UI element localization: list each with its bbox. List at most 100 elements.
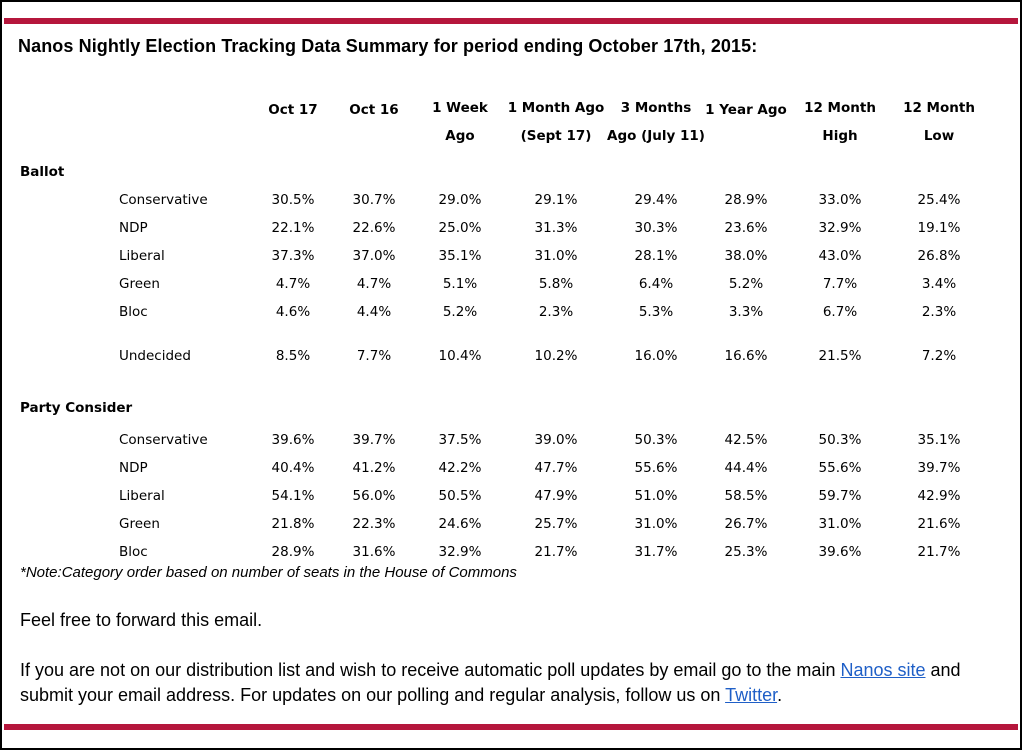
table-row: Green 21.8% 22.3% 24.6% 25.7% 31.0% 26.7% 31.0%… (2, 516, 1020, 536)
table-cell: 4.4% (356, 304, 392, 320)
table-cell: 47.7% (534, 460, 578, 476)
table-cell: 28.9% (724, 192, 768, 208)
table-cell: 4.7% (275, 276, 311, 292)
table-cell: 40.4% (271, 460, 315, 476)
table-cell: 5.1% (442, 276, 478, 292)
table-cell: 5.8% (538, 276, 574, 292)
table-row: NDP 22.1% 22.6% 25.0% 31.3% 30.3% 23.6% 32.9% 19… (2, 220, 1020, 240)
table-cell: 35.1% (438, 248, 482, 264)
table-row: Liberal 37.3% 37.0% 35.1% 31.0% 28.1% 38.0% 43.… (2, 248, 1020, 268)
table-cell: 31.0% (534, 248, 578, 264)
table-cell: 38.0% (724, 248, 768, 264)
table-cell: 28.9% (271, 544, 315, 560)
table-cell: 39.7% (917, 460, 961, 476)
table-cell: 37.3% (271, 248, 315, 264)
table-cell: 39.6% (271, 432, 315, 448)
table-cell: 16.0% (634, 348, 678, 364)
table-row: NDP 40.4% 41.2% 42.2% 47.7% 55.6% 44.4% 55.6% 39… (2, 460, 1020, 480)
table-cell: 5.2% (728, 276, 764, 292)
table-cell: 47.9% (534, 488, 578, 504)
table-cell: 58.5% (724, 488, 768, 504)
table-cell: 5.3% (638, 304, 674, 320)
table-cell: 33.0% (818, 192, 862, 208)
table-cell: 3.3% (728, 304, 764, 320)
table-cell: 39.7% (352, 432, 396, 448)
table-row: Undecided 8.5% 7.7% 10.4% 10.2% 16.0% 16.6% 21.… (2, 348, 1020, 368)
column-header-oct17: Oct 17 (268, 102, 318, 118)
table-cell: 10.2% (534, 348, 578, 364)
table-cell: 2.3% (538, 304, 574, 320)
column-header-1-year-ago: 1 Year Ago (705, 102, 787, 118)
table-cell: 21.6% (917, 516, 961, 532)
table-cell: 37.0% (352, 248, 396, 264)
table-cell: 55.6% (818, 460, 862, 476)
table-cell: 7.7% (356, 348, 392, 364)
table-cell: 39.6% (818, 544, 862, 560)
table-cell: 50.3% (818, 432, 862, 448)
table-cell: 31.3% (534, 220, 578, 236)
table-cell: 25.0% (438, 220, 482, 236)
table-cell: 28.1% (634, 248, 678, 264)
table-cell: 26.7% (724, 516, 768, 532)
column-header-12-month-low: 12 Month Low (903, 100, 975, 144)
table-cell: 6.4% (638, 276, 674, 292)
table-cell: 37.5% (438, 432, 482, 448)
category-note: *Note:Category order based on number of … (20, 564, 517, 581)
table-cell: 8.5% (275, 348, 311, 364)
twitter-link[interactable]: Twitter (725, 685, 778, 705)
table-cell: 50.5% (438, 488, 482, 504)
table-cell: 35.1% (917, 432, 961, 448)
table-cell: 59.7% (818, 488, 862, 504)
table-cell: 30.3% (634, 220, 678, 236)
table-cell: 30.7% (352, 192, 396, 208)
row-label: Conservative (119, 192, 208, 208)
table-cell: 39.0% (534, 432, 578, 448)
table-cell: 16.6% (724, 348, 768, 364)
table-row: Bloc 4.6% 4.4% 5.2% 2.3% 5.3% 3.3% 6.7% 2.3% (2, 304, 1020, 324)
table-cell: 44.4% (724, 460, 768, 476)
table-cell: 19.1% (917, 220, 961, 236)
table-cell: 23.6% (724, 220, 768, 236)
footer-text-3: . (777, 685, 783, 705)
table-cell: 7.2% (921, 348, 957, 364)
table-cell: 41.2% (352, 460, 396, 476)
table-cell: 25.7% (534, 516, 578, 532)
table-cell: 29.0% (438, 192, 482, 208)
column-header-12-month-high: 12 Month High (804, 100, 876, 144)
table-cell: 10.4% (438, 348, 482, 364)
table-row: Conservative 30.5% 30.7% 29.0% 29.1% 29.4% 28.… (2, 192, 1020, 212)
table-cell: 22.6% (352, 220, 396, 236)
row-label: Conservative (119, 432, 208, 448)
table-cell: 30.5% (271, 192, 315, 208)
table-cell: 5.2% (442, 304, 478, 320)
table-cell: 29.4% (634, 192, 678, 208)
table-cell: 3.4% (921, 276, 957, 292)
nanos-site-link[interactable]: Nanos site (840, 660, 926, 680)
footer-paragraph: If you are not on our distribution list … (20, 658, 1010, 708)
row-label: Liberal (119, 488, 165, 504)
row-label: NDP (119, 220, 148, 236)
table-cell: 22.1% (271, 220, 315, 236)
table-cell: 56.0% (352, 488, 396, 504)
table-cell: 7.7% (822, 276, 858, 292)
top-accent-bar (4, 18, 1018, 24)
footer-text-1: If you are not on our distribution list … (20, 660, 841, 680)
table-cell: 31.0% (818, 516, 862, 532)
column-header-1-week-ago: 1 Week Ago (432, 100, 488, 144)
table-cell: 31.0% (634, 516, 678, 532)
table-cell: 21.7% (917, 544, 961, 560)
table-cell: 21.5% (818, 348, 862, 364)
table-cell: 25.4% (917, 192, 961, 208)
table-cell: 29.1% (534, 192, 578, 208)
bottom-accent-bar (4, 724, 1018, 730)
footer-text-2: and submit your email address. For updat… (20, 660, 961, 705)
column-header-oct16: Oct 16 (349, 102, 399, 118)
row-label: Bloc (119, 544, 148, 560)
table-cell: 4.6% (275, 304, 311, 320)
table-row: Liberal 54.1% 56.0% 50.5% 47.9% 51.0% 58.5% 59.… (2, 488, 1020, 508)
table-cell: 2.3% (921, 304, 957, 320)
row-label: Liberal (119, 248, 165, 264)
row-label: Bloc (119, 304, 148, 320)
table-cell: 42.9% (917, 488, 961, 504)
